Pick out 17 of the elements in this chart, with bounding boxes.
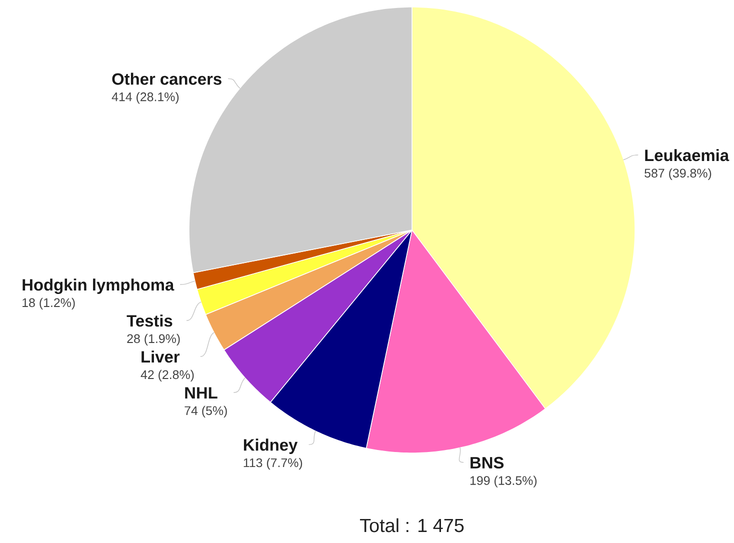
text: Total : 1 475 <box>360 518 464 532</box>
slice-label: Testis <box>126 314 172 327</box>
slice-label: Liver <box>142 350 180 363</box>
slice-label: Other cancers <box>112 72 222 85</box>
slice-label: Kidney <box>244 438 298 454</box>
slice-label: NHL <box>185 387 218 399</box>
data-label: 74 (5%) <box>184 406 227 418</box>
data-label: 113 (7.7%) <box>244 458 302 470</box>
slice-label: Leukaemia <box>645 149 730 162</box>
data-label: 18 (1.2%) <box>22 298 75 310</box>
slice-label: BNS <box>470 456 504 469</box>
data-label: 28 (1.9%) <box>127 334 180 346</box>
data-label: 414 (28.1%) <box>112 92 179 104</box>
data-label: 587 (39.8%) <box>644 168 712 180</box>
slice-label: Hodgkin lymphoma <box>22 278 174 294</box>
data-label: 42 (2.8%) <box>140 370 194 382</box>
data-label: 199 (13.5%) <box>470 476 537 488</box>
